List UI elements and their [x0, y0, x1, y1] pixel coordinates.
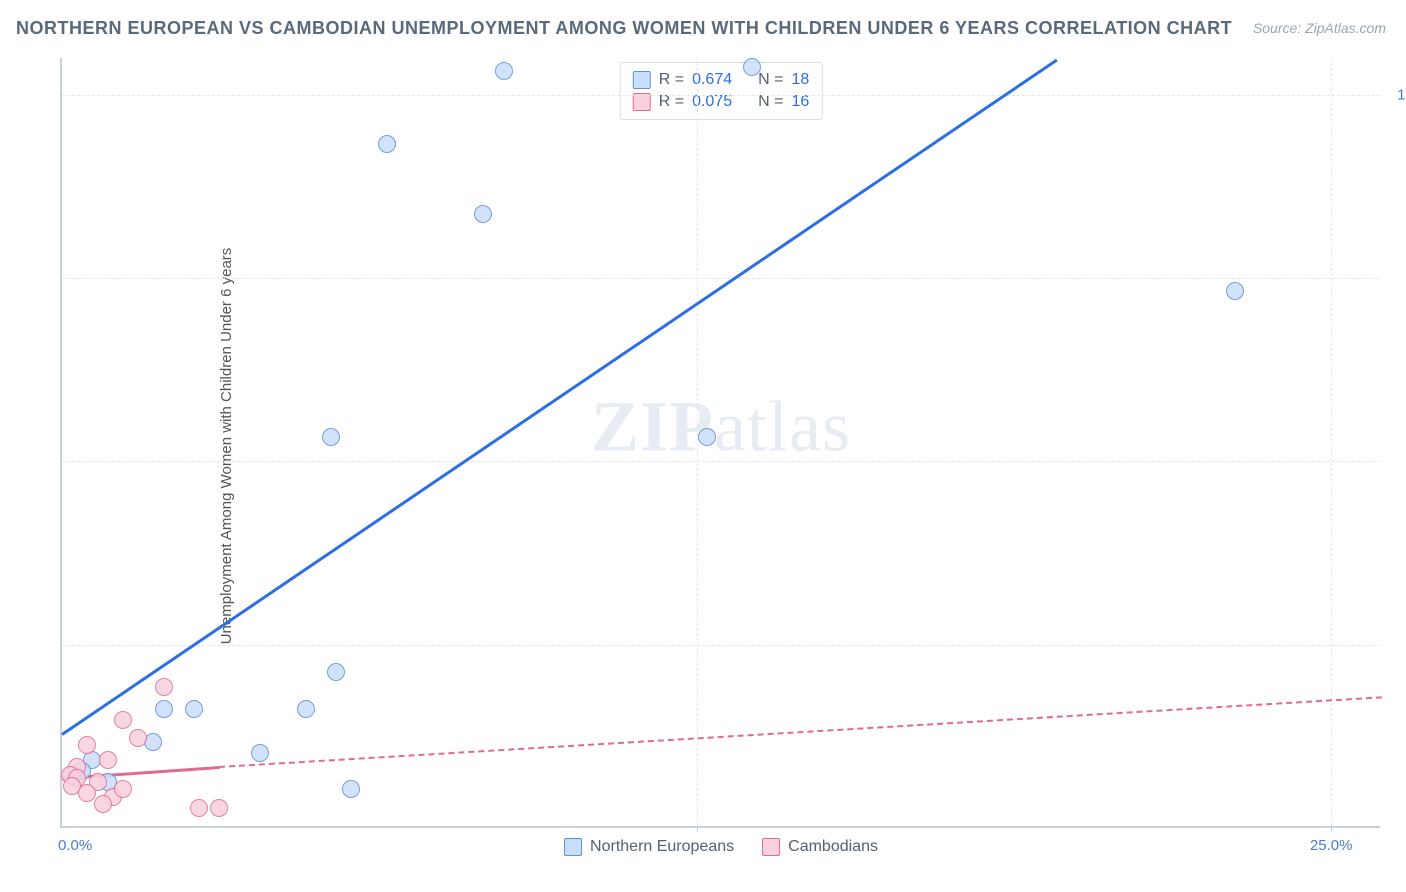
scatter-point	[185, 700, 203, 718]
scatter-point	[322, 428, 340, 446]
x-axis-tick-0: 0.0%	[58, 837, 92, 854]
n-value: 16	[791, 93, 809, 111]
scatter-point	[210, 799, 228, 817]
scatter-point	[155, 678, 173, 696]
trend-line	[61, 58, 1058, 735]
y-axis-tick: 75.0%	[1388, 270, 1406, 287]
scatter-point	[297, 700, 315, 718]
scatter-point	[698, 428, 716, 446]
watermark: ZIPatlas	[591, 385, 851, 468]
gridline-horizontal	[62, 95, 1380, 96]
series-legend-label: Cambodians	[788, 838, 878, 856]
y-axis-tick: 25.0%	[1388, 636, 1406, 653]
scatter-point	[155, 700, 173, 718]
scatter-point	[251, 744, 269, 762]
scatter-point	[495, 62, 513, 80]
legend-swatch	[564, 838, 582, 856]
correlation-legend-row: R = 0.674 N = 18	[633, 69, 810, 91]
scatter-point	[129, 729, 147, 747]
trend-line-dashed	[219, 696, 1382, 768]
r-value: 0.075	[692, 93, 732, 111]
x-axis-tickmark	[1331, 826, 1332, 832]
scatter-point	[190, 799, 208, 817]
n-value: 18	[791, 71, 809, 89]
scatter-point	[743, 58, 761, 76]
series-legend-item: Northern Europeans	[564, 838, 734, 856]
x-axis-tick: 25.0%	[1310, 837, 1353, 854]
scatter-point	[94, 795, 112, 813]
chart-title: NORTHERN EUROPEAN VS CAMBODIAN UNEMPLOYM…	[16, 18, 1232, 39]
r-label: R =	[659, 93, 684, 111]
y-axis-tick: 100.0%	[1388, 86, 1406, 103]
correlation-legend: R = 0.674 N = 18 R = 0.075 N = 16	[620, 62, 823, 120]
scatter-point	[1226, 282, 1244, 300]
r-label: R =	[659, 71, 684, 89]
x-axis-tickmark	[697, 826, 698, 832]
series-legend-label: Northern Europeans	[590, 838, 734, 856]
scatter-point	[342, 780, 360, 798]
n-label: N =	[758, 93, 783, 111]
gridline-vertical	[697, 58, 698, 826]
legend-swatch	[633, 71, 651, 89]
gridline-vertical	[1331, 58, 1332, 826]
scatter-point	[378, 135, 396, 153]
scatter-point	[327, 663, 345, 681]
watermark-prefix: ZIP	[591, 386, 714, 466]
scatter-point	[144, 733, 162, 751]
gridline-horizontal	[62, 645, 1380, 646]
gridline-horizontal	[62, 278, 1380, 279]
n-label: N =	[758, 71, 783, 89]
plot-area: ZIPatlas R =0.674N =18R =0.075N =16 Nort…	[60, 58, 1380, 828]
scatter-point	[78, 736, 96, 754]
source-label: Source: ZipAtlas.com	[1253, 20, 1386, 36]
r-value: 0.674	[692, 71, 732, 89]
y-axis-tick: 50.0%	[1388, 453, 1406, 470]
legend-swatch	[762, 838, 780, 856]
series-legend-item: Cambodians	[762, 838, 878, 856]
watermark-suffix: atlas	[714, 386, 851, 466]
scatter-point	[99, 751, 117, 769]
legend-swatch	[633, 93, 651, 111]
scatter-point	[114, 711, 132, 729]
scatter-point	[114, 780, 132, 798]
scatter-point	[474, 205, 492, 223]
series-legend: Northern Europeans Cambodians	[564, 838, 878, 856]
gridline-horizontal	[62, 461, 1380, 462]
